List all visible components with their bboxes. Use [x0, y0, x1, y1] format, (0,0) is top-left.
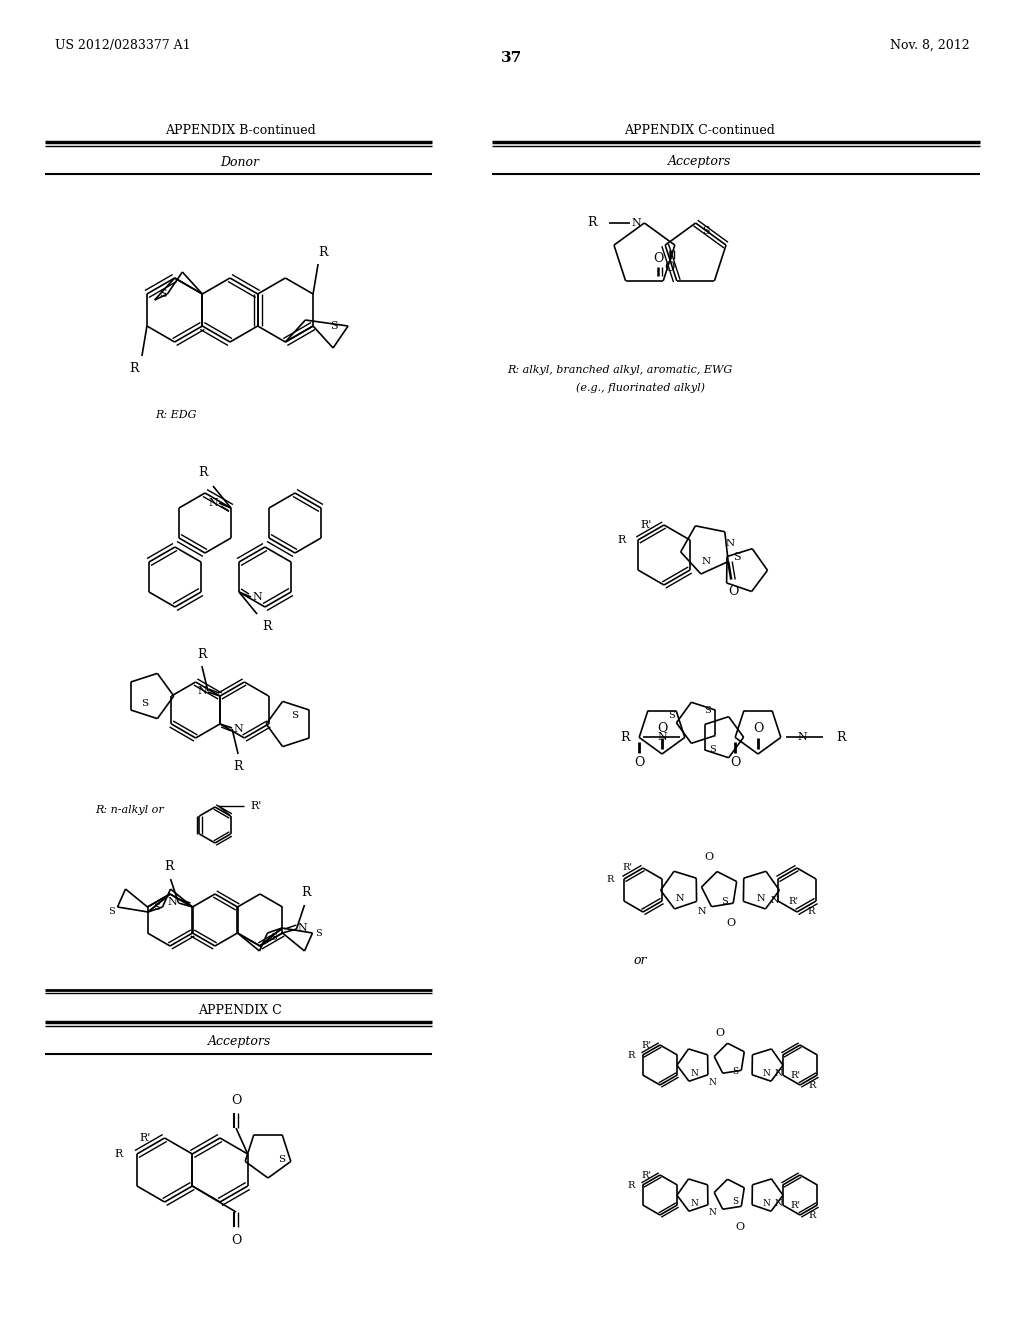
- Text: N: N: [798, 733, 808, 742]
- Text: 37: 37: [502, 51, 522, 65]
- Text: S: S: [701, 226, 710, 236]
- Text: O: O: [735, 1222, 744, 1232]
- Text: O: O: [665, 260, 675, 273]
- Text: S: S: [292, 711, 299, 721]
- Text: S: S: [279, 1155, 286, 1163]
- Text: S: S: [733, 552, 740, 561]
- Text: N: N: [697, 907, 706, 916]
- Text: R: n-alkyl or: R: n-alkyl or: [95, 805, 164, 814]
- Text: R: R: [199, 466, 208, 479]
- Text: N: N: [252, 591, 262, 602]
- Text: R: alkyl, branched alkyl, aromatic, EWG: R: alkyl, branched alkyl, aromatic, EWG: [507, 366, 732, 375]
- Text: US 2012/0283377 A1: US 2012/0283377 A1: [55, 38, 190, 51]
- Text: N: N: [770, 896, 778, 904]
- Text: S: S: [315, 928, 322, 937]
- Text: (e.g., fluorinated alkyl): (e.g., fluorinated alkyl): [575, 383, 705, 393]
- Text: R: R: [808, 1210, 815, 1220]
- Text: Donor: Donor: [220, 156, 259, 169]
- Text: R: R: [587, 216, 596, 230]
- Text: R: EDG: R: EDG: [155, 411, 197, 420]
- Text: N: N: [658, 733, 668, 742]
- Text: R': R': [791, 1071, 801, 1080]
- Text: N: N: [762, 1069, 770, 1077]
- Text: R: R: [164, 861, 173, 874]
- Text: Acceptors: Acceptors: [208, 1035, 271, 1048]
- Text: R: R: [129, 362, 138, 375]
- Text: N: N: [690, 1199, 698, 1208]
- Text: O: O: [730, 756, 740, 770]
- Text: N: N: [197, 686, 207, 696]
- Text: S: S: [109, 908, 115, 916]
- Text: APPENDIX C: APPENDIX C: [198, 1003, 282, 1016]
- Text: R': R': [791, 1200, 801, 1209]
- Text: N: N: [709, 1078, 717, 1088]
- Text: O: O: [653, 252, 664, 265]
- Text: O: O: [726, 917, 735, 928]
- Text: S: S: [160, 289, 167, 298]
- Text: N: N: [725, 540, 734, 548]
- Text: N: N: [208, 498, 218, 508]
- Text: R': R': [251, 801, 262, 810]
- Text: R: R: [807, 908, 814, 916]
- Text: R: R: [808, 1081, 815, 1089]
- Text: R': R': [623, 863, 633, 873]
- Text: O: O: [728, 585, 738, 598]
- Text: R: R: [628, 1180, 635, 1189]
- Text: O: O: [230, 1093, 242, 1106]
- Text: O: O: [656, 722, 668, 735]
- Text: R: R: [621, 731, 630, 744]
- Text: N: N: [774, 1199, 782, 1208]
- Text: N: N: [632, 218, 641, 228]
- Text: N: N: [774, 1069, 782, 1077]
- Text: O: O: [705, 851, 714, 862]
- Text: N: N: [756, 895, 765, 903]
- Text: N: N: [298, 923, 307, 933]
- Text: R: R: [115, 1148, 123, 1159]
- Text: S: S: [722, 896, 728, 906]
- Text: O: O: [230, 1233, 242, 1246]
- Text: R: R: [302, 887, 311, 899]
- Text: S: S: [732, 1067, 738, 1076]
- Text: APPENDIX B-continued: APPENDIX B-continued: [165, 124, 315, 136]
- Text: N: N: [675, 895, 684, 903]
- Text: R': R': [139, 1133, 151, 1143]
- Text: N: N: [168, 898, 177, 907]
- Text: R': R': [641, 520, 652, 531]
- Text: S: S: [705, 706, 711, 715]
- Text: or: or: [633, 953, 647, 966]
- Text: S: S: [154, 903, 160, 912]
- Text: N: N: [690, 1069, 698, 1077]
- Text: R': R': [642, 1171, 652, 1180]
- Text: R: R: [198, 648, 207, 660]
- Text: N: N: [762, 1199, 770, 1208]
- Text: N: N: [709, 1208, 717, 1217]
- Text: Acceptors: Acceptors: [669, 156, 731, 169]
- Text: S: S: [709, 744, 716, 754]
- Text: O: O: [716, 1028, 725, 1038]
- Text: O: O: [753, 722, 763, 735]
- Text: R': R': [642, 1040, 652, 1049]
- Text: S: S: [668, 711, 675, 721]
- Text: R: R: [606, 874, 614, 883]
- Text: R: R: [836, 731, 846, 744]
- Text: O: O: [634, 756, 644, 770]
- Text: S: S: [141, 700, 148, 709]
- Text: R: R: [628, 1051, 635, 1060]
- Text: S: S: [270, 933, 276, 942]
- Text: S: S: [330, 321, 338, 331]
- Text: S: S: [732, 1196, 738, 1205]
- Text: R: R: [233, 759, 243, 772]
- Text: R: R: [617, 535, 626, 545]
- Text: N: N: [701, 557, 711, 566]
- Text: N: N: [233, 723, 243, 734]
- Text: R: R: [262, 620, 271, 634]
- Text: R: R: [318, 246, 328, 259]
- Text: R': R': [787, 896, 798, 906]
- Text: APPENDIX C-continued: APPENDIX C-continued: [625, 124, 775, 136]
- Text: Nov. 8, 2012: Nov. 8, 2012: [891, 38, 970, 51]
